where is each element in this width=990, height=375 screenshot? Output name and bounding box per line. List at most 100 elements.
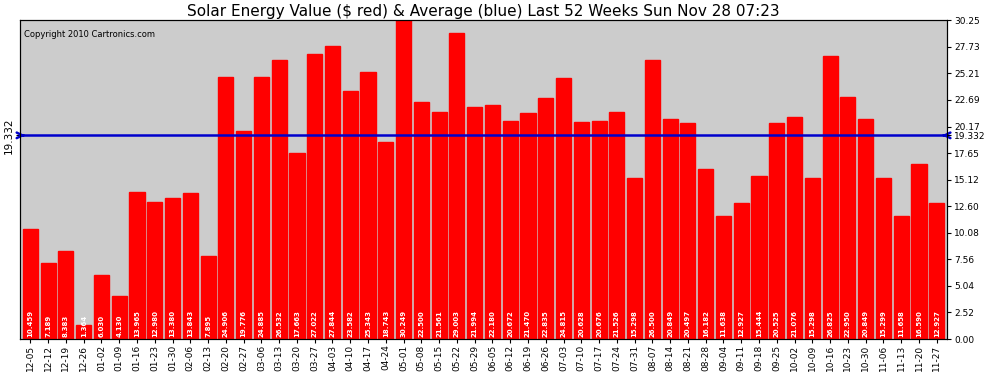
Text: 18.743: 18.743 bbox=[383, 310, 389, 338]
Text: 21.526: 21.526 bbox=[614, 311, 620, 338]
Bar bbox=[325, 46, 340, 339]
Text: 20.676: 20.676 bbox=[596, 311, 602, 338]
Text: 11.638: 11.638 bbox=[721, 310, 727, 338]
Bar bbox=[894, 216, 909, 339]
Text: 13.965: 13.965 bbox=[134, 310, 140, 338]
Bar bbox=[787, 117, 802, 339]
Bar bbox=[556, 78, 571, 339]
Text: 4.130: 4.130 bbox=[116, 315, 122, 338]
Text: 21.561: 21.561 bbox=[437, 311, 443, 338]
Text: 1.364: 1.364 bbox=[81, 315, 87, 338]
Bar bbox=[680, 123, 696, 339]
Bar bbox=[876, 178, 891, 339]
Bar bbox=[360, 72, 375, 339]
Text: 16.590: 16.590 bbox=[916, 310, 922, 338]
Text: 20.849: 20.849 bbox=[667, 310, 673, 338]
Bar bbox=[841, 97, 855, 339]
Text: 21.470: 21.470 bbox=[525, 310, 531, 338]
Bar bbox=[858, 119, 873, 339]
Bar bbox=[343, 91, 357, 339]
Text: 24.815: 24.815 bbox=[560, 310, 566, 338]
Bar bbox=[467, 107, 482, 339]
Text: 27.022: 27.022 bbox=[312, 311, 318, 338]
Text: 6.030: 6.030 bbox=[98, 315, 105, 338]
Bar bbox=[823, 56, 838, 339]
Bar bbox=[662, 119, 678, 339]
Text: 19.776: 19.776 bbox=[241, 310, 247, 338]
Bar bbox=[130, 192, 145, 339]
Bar bbox=[716, 216, 731, 339]
Bar bbox=[503, 121, 518, 339]
Bar bbox=[734, 203, 748, 339]
Text: 11.658: 11.658 bbox=[898, 310, 904, 338]
Text: 22.950: 22.950 bbox=[844, 311, 850, 338]
Bar bbox=[219, 76, 234, 339]
Text: 15.299: 15.299 bbox=[880, 310, 886, 338]
Title: Solar Energy Value ($ red) & Average (blue) Last 52 Weeks Sun Nov 28 07:23: Solar Energy Value ($ red) & Average (bl… bbox=[187, 4, 780, 19]
Text: 20.628: 20.628 bbox=[578, 311, 584, 338]
Text: 22.180: 22.180 bbox=[489, 310, 495, 338]
Bar bbox=[271, 60, 287, 339]
Bar bbox=[698, 168, 713, 339]
Bar bbox=[201, 256, 216, 339]
Text: 22.500: 22.500 bbox=[419, 311, 425, 338]
Bar bbox=[769, 123, 784, 339]
Text: 21.076: 21.076 bbox=[792, 310, 798, 338]
Text: 20.849: 20.849 bbox=[862, 310, 868, 338]
Bar bbox=[449, 33, 464, 339]
Bar bbox=[165, 198, 180, 339]
Bar bbox=[930, 203, 944, 339]
Text: 12.927: 12.927 bbox=[934, 310, 940, 338]
Bar bbox=[751, 176, 766, 339]
Text: 17.663: 17.663 bbox=[294, 310, 300, 338]
Text: 10.459: 10.459 bbox=[28, 310, 34, 338]
Text: 25.343: 25.343 bbox=[365, 310, 371, 338]
Bar bbox=[94, 276, 109, 339]
Text: 20.672: 20.672 bbox=[507, 311, 513, 338]
Text: 24.906: 24.906 bbox=[223, 310, 229, 338]
Text: 27.844: 27.844 bbox=[330, 310, 336, 338]
Text: 24.885: 24.885 bbox=[258, 310, 264, 338]
Bar bbox=[432, 112, 446, 339]
Bar bbox=[644, 60, 660, 339]
Text: 26.825: 26.825 bbox=[827, 311, 834, 338]
Bar bbox=[485, 105, 500, 339]
Bar bbox=[76, 325, 91, 339]
Text: 16.182: 16.182 bbox=[703, 310, 709, 338]
Bar bbox=[23, 229, 38, 339]
Bar bbox=[609, 112, 625, 339]
Bar bbox=[912, 164, 927, 339]
Text: 7.895: 7.895 bbox=[205, 315, 211, 338]
Bar bbox=[236, 130, 251, 339]
Text: 13.843: 13.843 bbox=[187, 310, 193, 338]
Text: 26.532: 26.532 bbox=[276, 311, 282, 338]
Bar bbox=[591, 121, 607, 339]
Bar bbox=[112, 296, 127, 339]
Text: 30.249: 30.249 bbox=[401, 310, 407, 338]
Bar bbox=[539, 99, 553, 339]
Bar bbox=[289, 153, 305, 339]
Text: 12.927: 12.927 bbox=[739, 310, 744, 338]
Bar bbox=[396, 20, 411, 339]
Text: 8.383: 8.383 bbox=[63, 315, 69, 338]
Bar bbox=[41, 263, 55, 339]
Text: 26.500: 26.500 bbox=[649, 311, 655, 338]
Text: 23.582: 23.582 bbox=[347, 311, 353, 338]
Text: 15.298: 15.298 bbox=[810, 310, 816, 338]
Text: Copyright 2010 Cartronics.com: Copyright 2010 Cartronics.com bbox=[25, 30, 155, 39]
Text: 20.497: 20.497 bbox=[685, 310, 691, 338]
Bar bbox=[307, 54, 323, 339]
Text: 20.525: 20.525 bbox=[774, 311, 780, 338]
Bar bbox=[627, 178, 643, 339]
Bar bbox=[253, 77, 269, 339]
Bar bbox=[414, 102, 429, 339]
Text: 15.298: 15.298 bbox=[632, 310, 638, 338]
Bar bbox=[378, 142, 393, 339]
Text: 29.003: 29.003 bbox=[453, 310, 460, 338]
Bar bbox=[521, 113, 536, 339]
Text: 13.380: 13.380 bbox=[169, 310, 175, 338]
Text: 15.444: 15.444 bbox=[756, 310, 762, 338]
Text: 12.980: 12.980 bbox=[151, 310, 157, 338]
Text: 7.189: 7.189 bbox=[46, 315, 51, 338]
Bar bbox=[183, 193, 198, 339]
